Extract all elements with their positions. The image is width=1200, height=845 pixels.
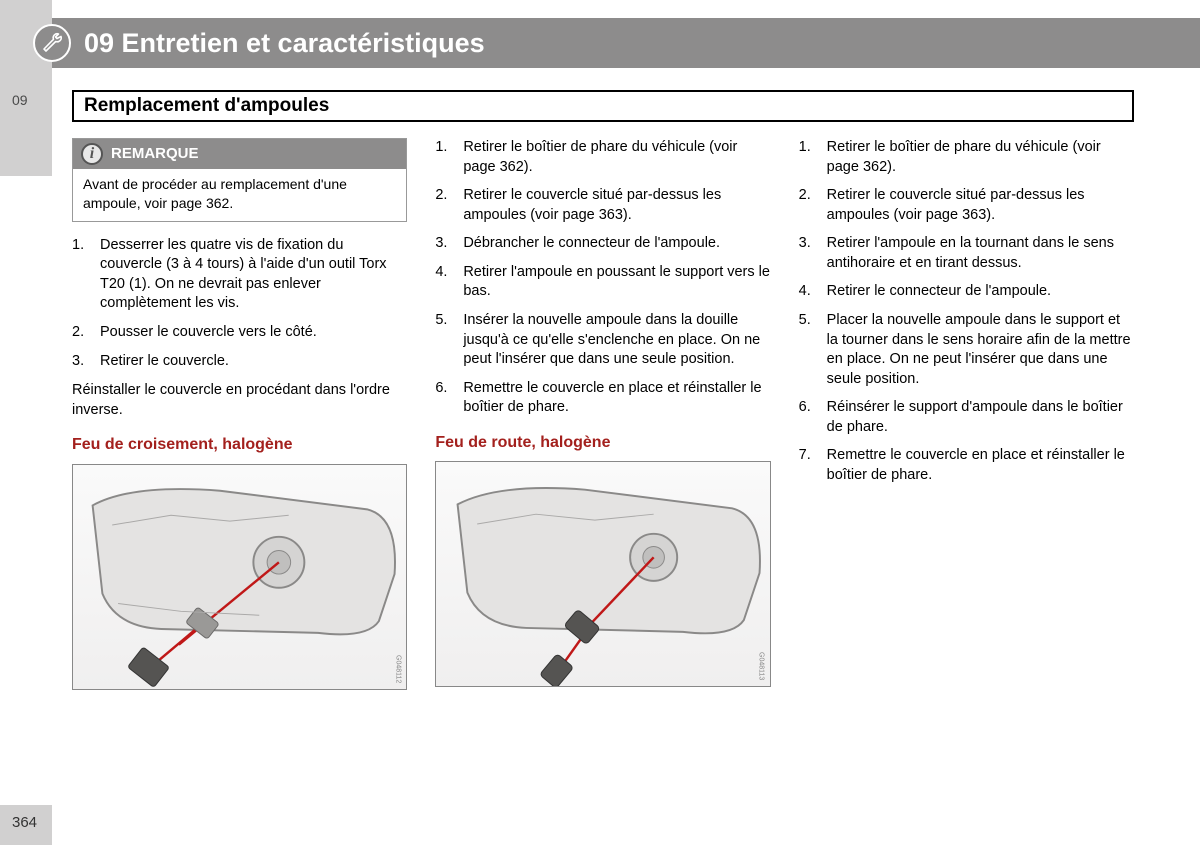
wrench-svg [40,31,64,55]
list-item: Retirer l'ampoule en poussant le support… [435,263,770,302]
col1-steps: Desserrer les quatre vis de fixation du … [72,236,407,371]
list-item: Remettre le couvercle en place et réinst… [799,446,1134,485]
figure-code: G048112 [393,655,402,683]
list-item: Retirer le boîtier de phare du véhicule … [799,138,1134,177]
list-item: Retirer le couvercle. [72,352,407,372]
list-item: Débrancher le connecteur de l'ampoule. [435,234,770,254]
section-title-box: Remplacement d'ampoules [72,90,1134,122]
page-number: 364 [12,814,37,831]
col2-heading: Feu de route, halogène [435,432,770,454]
info-icon: i [81,143,103,165]
col1-heading: Feu de croisement, halogène [72,434,407,456]
list-item: Retirer l'ampoule en la tournant dans le… [799,234,1134,273]
list-item: Pousser le couvercle vers le côté. [72,323,407,343]
list-item: Desserrer les quatre vis de fixation du … [72,236,407,314]
content-columns: i REMARQUE Avant de procéder au remplace… [72,138,1134,785]
headlamp-diagram-icon [73,465,406,689]
headlamp-diagram-icon [436,462,769,686]
col2-steps: Retirer le boîtier de phare du véhicule … [435,138,770,418]
wrench-icon [33,24,71,62]
list-item: Retirer le couvercle situé par-dessus le… [435,186,770,225]
note-body: Avant de procéder au remplacement d'une … [73,169,406,221]
chapter-number-tab: 09 [12,92,28,108]
chapter-title: 09 Entretien et caractéristiques [84,28,485,59]
list-item: Retirer le connecteur de l'ampoule. [799,282,1134,302]
col3-steps: Retirer le boîtier de phare du véhicule … [799,138,1134,485]
section-title: Remplacement d'ampoules [84,95,329,116]
figure-code: G048113 [756,652,765,680]
note-label: REMARQUE [111,144,199,164]
col1-after: Réinstaller le couvercle en procédant da… [72,381,407,420]
note-box: i REMARQUE Avant de procéder au remplace… [72,138,407,222]
figure-high-beam: G048113 [435,461,770,687]
chapter-header: 09 Entretien et caractéristiques [52,18,1200,68]
list-item: Retirer le boîtier de phare du véhicule … [435,138,770,177]
list-item: Retirer le couvercle situé par-dessus le… [799,186,1134,225]
list-item: Réinsérer le support d'ampoule dans le b… [799,398,1134,437]
list-item: Remettre le couvercle en place et réinst… [435,379,770,418]
list-item: Insérer la nouvelle ampoule dans la doui… [435,311,770,370]
list-item: Placer la nouvelle ampoule dans le suppo… [799,311,1134,389]
column-1: i REMARQUE Avant de procéder au remplace… [72,138,407,785]
column-2: Retirer le boîtier de phare du véhicule … [435,138,770,785]
figure-low-beam: G048112 [72,464,407,690]
note-header: i REMARQUE [73,139,406,169]
column-3: Retirer le boîtier de phare du véhicule … [799,138,1134,785]
